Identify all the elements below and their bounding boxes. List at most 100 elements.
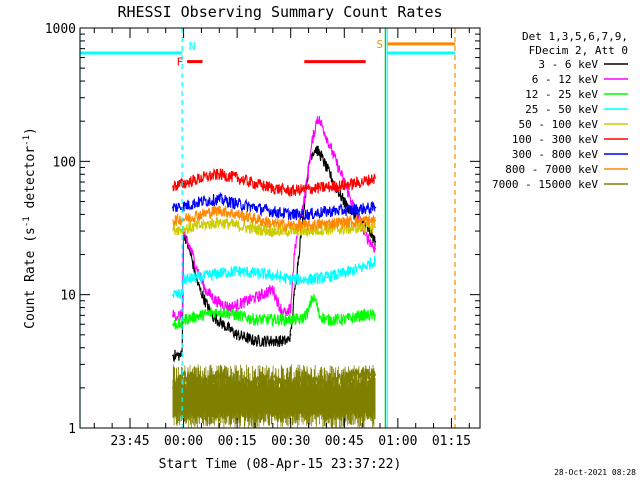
data-point: [289, 334, 292, 336]
data-point: [325, 210, 328, 213]
data-point: [172, 293, 174, 296]
x-tick-label: 00:15: [218, 434, 257, 449]
data-point: [272, 318, 274, 321]
flag-label: N: [189, 40, 196, 53]
data-point: [214, 300, 217, 302]
data-point: [172, 206, 174, 209]
data-point: [307, 230, 310, 232]
data-point: [218, 310, 221, 313]
data-point: [325, 381, 328, 384]
data-point: [236, 270, 238, 273]
data-point: [293, 253, 296, 256]
data-point: [172, 219, 174, 222]
data-point: [286, 340, 288, 342]
data-point: [361, 226, 363, 229]
data-point: [182, 182, 185, 185]
data-point: [289, 190, 292, 192]
data-point: [189, 248, 192, 250]
data-point: [336, 163, 338, 166]
data-point: [254, 182, 256, 185]
data-point: [364, 234, 367, 236]
data-point: [254, 318, 256, 321]
data-point: [289, 318, 292, 321]
data-point: [200, 224, 203, 227]
chart-title: RHESSI Observing Summary Count Rates: [117, 3, 442, 21]
data-point: [236, 334, 238, 336]
x-axis-label: Start Time (08-Apr-15 23:37:22): [159, 457, 402, 472]
data-point: [350, 200, 353, 203]
data-point: [314, 300, 317, 302]
data-point: [343, 272, 346, 275]
data-point: [361, 266, 363, 269]
legend-label: 12 - 25 keV: [525, 88, 598, 101]
generation-timestamp: 28-Oct-2021 08:28: [554, 468, 636, 477]
data-point: [172, 323, 174, 326]
y-axis-label-part: ): [23, 127, 38, 135]
data-point: [254, 218, 256, 220]
data-point: [181, 293, 183, 296]
data-point: [307, 379, 310, 381]
data-point: [343, 318, 346, 321]
data-point: [316, 116, 319, 118]
data-point: [272, 223, 274, 225]
data-point: [374, 259, 377, 262]
data-point: [343, 376, 346, 379]
y-axis-label-part: Count Rate (s: [23, 227, 38, 329]
data-point: [254, 381, 256, 384]
data-point: [218, 272, 221, 275]
y-axis-label: Count Rate (s-1 detector-1): [22, 127, 38, 329]
data-point: [218, 198, 221, 200]
y-axis-label-superscript: -1: [22, 216, 32, 227]
data-point: [200, 276, 203, 279]
x-tick-label: 01:15: [432, 434, 471, 449]
legend-label: 7000 - 15000 keV: [492, 178, 598, 191]
data-point: [222, 323, 224, 326]
data-point: [300, 318, 303, 321]
data-point: [307, 310, 310, 313]
data-point: [236, 387, 238, 389]
data-point: [172, 387, 174, 389]
legend-label: 25 - 50 keV: [525, 103, 598, 116]
data-point: [218, 173, 221, 176]
y-axis-label-superscript: -1: [22, 135, 32, 146]
data-point: [289, 278, 292, 281]
series-line: [172, 115, 376, 322]
legend-label: 100 - 300 keV: [512, 133, 598, 146]
data-point: [361, 314, 363, 317]
y-tick-label: 10: [60, 289, 76, 304]
noise-band: [172, 364, 376, 428]
y-tick-label: 1000: [45, 22, 76, 37]
legend-header: Det 1,3,5,6,7,9,: [522, 30, 628, 43]
data-point: [293, 293, 296, 296]
data-point: [289, 213, 292, 216]
data-point: [204, 288, 206, 290]
plot-data: [172, 115, 377, 428]
data-point: [286, 314, 288, 317]
data-point: [181, 314, 183, 317]
data-point: [254, 228, 256, 230]
data-point: [172, 314, 174, 317]
data-point: [279, 340, 281, 342]
data-point: [325, 186, 328, 188]
data-point: [361, 181, 363, 183]
data-point: [374, 177, 377, 179]
data-point: [343, 228, 346, 230]
data-point: [200, 314, 203, 317]
data-point: [374, 206, 377, 209]
data-point: [197, 283, 199, 285]
data-point: [236, 177, 238, 179]
data-point: [254, 206, 256, 209]
data-point: [218, 221, 221, 223]
data-point: [200, 381, 203, 384]
data-point: [272, 274, 274, 277]
data-point: [272, 187, 274, 189]
data-point: [236, 314, 238, 317]
data-point: [314, 147, 317, 150]
data-point: [236, 203, 238, 205]
legend-label: 6 - 12 keV: [532, 73, 599, 86]
plot-axes: 23:45 00:00 00:15 00:30 00:45 01:00 01:15 1 10 10…: [45, 22, 481, 449]
flag-label: S: [377, 38, 384, 51]
data-point: [200, 177, 203, 179]
series-line: [172, 145, 376, 363]
